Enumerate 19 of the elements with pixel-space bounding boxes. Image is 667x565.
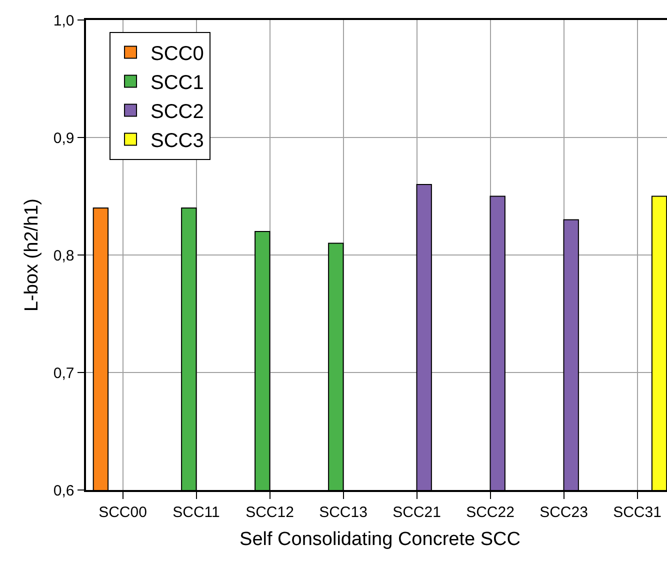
- x-tick-label: SCC23: [540, 504, 588, 521]
- x-tick-label: SCC22: [466, 504, 514, 521]
- legend-label: SCC1: [150, 72, 204, 94]
- y-tick-label: 0,8: [53, 247, 74, 264]
- y-tick-label: 0,7: [53, 364, 74, 382]
- x-tick-label: SCC12: [246, 504, 294, 521]
- y-tick-label: 1,0: [53, 12, 74, 30]
- y-tick-label: 0,6: [53, 482, 74, 500]
- x-tick-label: SCC11: [172, 504, 220, 521]
- legend-label: SCC0: [150, 43, 204, 66]
- x-tick-label: SCC31: [613, 504, 662, 521]
- x-tick-label: SCC13: [319, 504, 368, 521]
- y-tick-label: 0,9: [53, 130, 74, 147]
- x-tick-label: SCC21: [392, 504, 441, 521]
- y-axis-title: L-box (h2/h1): [22, 198, 43, 312]
- x-tick-label: SCC00: [98, 504, 147, 521]
- legend-label: SCC3: [150, 130, 204, 152]
- x-axis-title: Self Consolidating Concrete SCC: [240, 529, 520, 550]
- legend-label: SCC2: [150, 101, 204, 124]
